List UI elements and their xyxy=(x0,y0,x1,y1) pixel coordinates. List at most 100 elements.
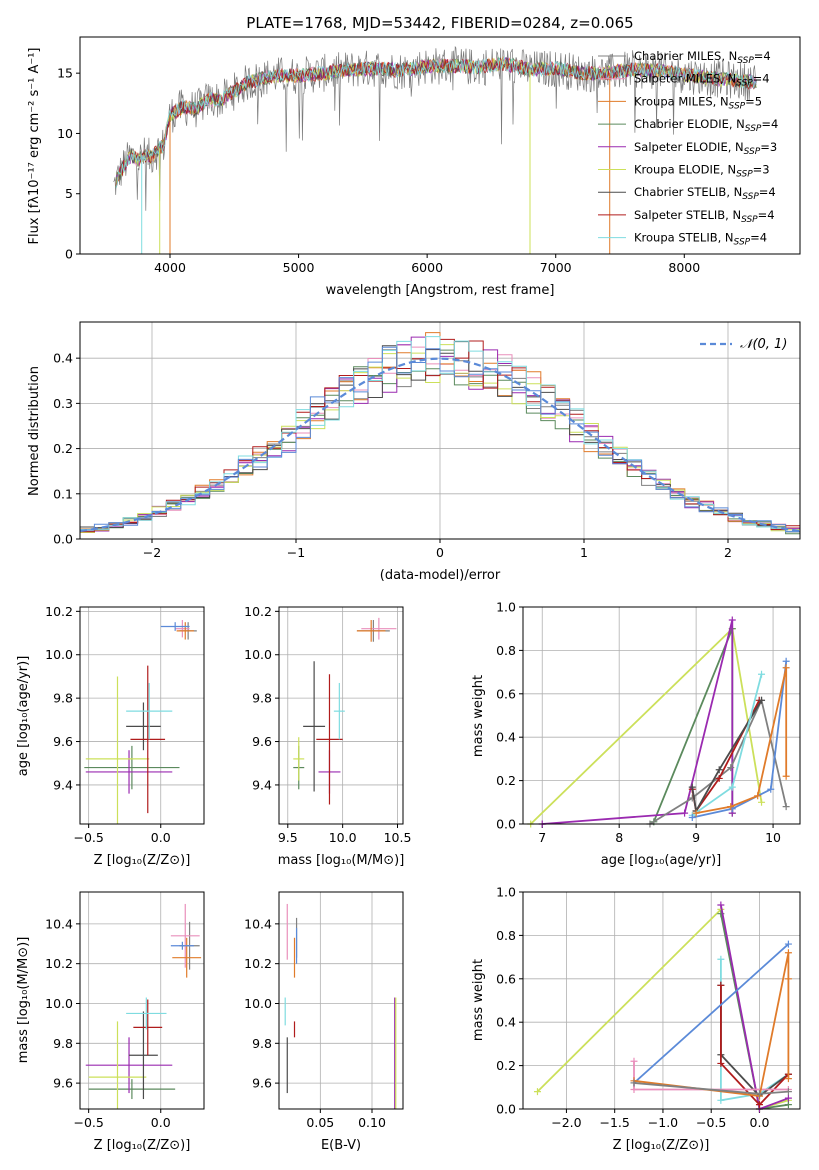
normal-legend-label: 𝒩(0, 1) xyxy=(740,337,787,352)
weight-marker xyxy=(715,766,723,774)
y-tick-label: 9.4 xyxy=(53,777,73,792)
spectrum-legend: Chabrier MILES, NSSP=4 Salpeter MILES, NS… xyxy=(598,49,778,248)
x-tick-label: −2 xyxy=(143,545,161,560)
residuals-ylabel: Normed distribution xyxy=(27,366,42,496)
spectrum-title: PLATE=1768, MJD=53442, FIBERID=0284, z=0… xyxy=(246,14,633,32)
y-tick-label: 9.8 xyxy=(53,691,73,706)
y-tick-label: 10 xyxy=(57,126,73,141)
y-tick-label: 0.6 xyxy=(496,686,516,701)
histogram-blue xyxy=(80,346,800,534)
spectrum-axes-frame xyxy=(79,36,801,255)
y-tick-label: 0.2 xyxy=(496,1058,516,1073)
y-tick-label: 0.1 xyxy=(53,486,73,501)
weight-marker xyxy=(727,803,735,811)
y-tick-label: 10.0 xyxy=(244,996,272,1011)
weight-marker xyxy=(692,809,700,817)
weight-marker xyxy=(784,940,792,948)
z-age-panel: −0.5 0.0 9.4 9.6 9.8 10.0 10.2 Z [log₁₀(Z/Z⊙)]… xyxy=(16,604,205,868)
spectrum-ylabel: Flux [fλ10⁻¹⁷ erg cm⁻² s⁻¹ A⁻¹] xyxy=(27,48,42,245)
x-tick-label: 6000 xyxy=(411,260,443,275)
x-tick-label: 10 xyxy=(765,830,781,845)
y-tick-label: 0.0 xyxy=(496,817,516,832)
z-mass-xlabel: Z [log₁₀(Z/Z⊙)] xyxy=(94,1138,191,1153)
weight-marker xyxy=(688,783,696,791)
panel-Z-mass-axes: −0.5 0.0 9.6 9.8 10.0 10.2 10.4 xyxy=(45,892,204,1130)
x-tick-label: −0.5 xyxy=(73,830,103,845)
z-weight-ylabel: mass weight xyxy=(471,959,486,1041)
age-weight-ylabel: mass weight xyxy=(471,675,486,757)
legend-label: Chabrier MILES, NSSP=4 xyxy=(634,49,771,66)
x-tick-label: −1.5 xyxy=(600,1115,630,1130)
y-tick-label: 0.0 xyxy=(53,532,73,547)
weight-marker xyxy=(727,764,735,772)
y-tick-label: 9.6 xyxy=(53,734,73,749)
panel-Z-age-axes: −0.5 0.0 9.4 9.6 9.8 10.0 10.2 xyxy=(45,604,204,845)
x-tick-label: 0.10 xyxy=(358,1115,386,1130)
weight-marker xyxy=(717,1059,725,1067)
z-mass-ylabel: mass [log₁₀(M/M⊙)] xyxy=(16,937,31,1064)
ebv-mass-axes-frame xyxy=(278,891,404,1110)
x-tick-label: 7 xyxy=(538,830,546,845)
weight-marker xyxy=(755,1090,763,1098)
x-tick-label: 0.0 xyxy=(750,1115,770,1130)
weight-marker xyxy=(630,1057,638,1065)
ebv-mass-panel: 0.05 0.10 9.6 9.8 10.0 10.2 10.4 E(B-V) xyxy=(244,891,404,1153)
z-mass-panel: −0.5 0.0 9.6 9.8 10.0 10.2 10.4 Z [log₁₀(Z/Z⊙)… xyxy=(16,891,205,1153)
weight-marker xyxy=(784,1088,792,1096)
legend-label: Chabrier STELIB, NSSP=4 xyxy=(634,185,776,202)
histograms xyxy=(80,332,800,536)
normal-curve xyxy=(80,357,800,533)
weight-marker xyxy=(717,955,725,963)
y-tick-label: 10.2 xyxy=(244,956,272,971)
residuals-panel: −2 −1 0 1 2 0.0 0.1 0.2 0.3 0.4 (data-model)/erro… xyxy=(27,321,801,583)
y-tick-label: 9.8 xyxy=(252,691,272,706)
mass-age-xlabel: mass [log₁₀(M/M⊙)] xyxy=(278,853,405,868)
weight-marker xyxy=(754,792,762,800)
spectrum-panel: PLATE=1768, MJD=53442, FIBERID=0284, z=0… xyxy=(27,14,801,298)
x-tick-label: 9 xyxy=(692,830,700,845)
y-tick-label: 15 xyxy=(57,66,73,81)
y-tick-label: 5 xyxy=(65,186,73,201)
z-age-xlabel: Z [log₁₀(Z/Z⊙)] xyxy=(94,853,191,868)
y-tick-label: 0.2 xyxy=(496,773,516,788)
y-tick-label: 0 xyxy=(65,247,73,262)
y-tick-label: 9.8 xyxy=(53,1036,73,1051)
weight-marker xyxy=(758,696,766,704)
y-tick-label: 1.0 xyxy=(496,885,516,900)
weight-line-kroupa-elodie xyxy=(530,626,763,825)
y-tick-label: 0.0 xyxy=(496,1102,516,1117)
weight-marker xyxy=(630,1079,638,1087)
panel-ebv-mass-axes: 0.05 0.10 9.6 9.8 10.0 10.2 10.4 xyxy=(244,892,403,1130)
z-weight-axes-frame xyxy=(522,891,801,1110)
legend-label: Kroupa MILES, NSSP=5 xyxy=(634,94,762,111)
weight-marker xyxy=(717,981,725,989)
x-tick-label: −1.0 xyxy=(648,1115,678,1130)
y-tick-label: 10.2 xyxy=(45,956,73,971)
age-weight-axes-frame xyxy=(522,606,801,825)
x-tick-label: 0.0 xyxy=(151,830,171,845)
x-tick-label: 7000 xyxy=(540,260,572,275)
legend-label: Kroupa STELIB, NSSP=4 xyxy=(634,231,767,248)
legend-label: Salpeter STELIB, NSSP=4 xyxy=(634,208,775,225)
panel-age-weight-axes: 7 8 9 10 0.0 0.2 0.4 0.6 0.8 1.0 xyxy=(496,600,800,845)
y-tick-label: 0.4 xyxy=(53,351,73,366)
age-weight-panel: 7 8 9 10 0.0 0.2 0.4 0.6 0.8 1.0 age [log₁₀(age/y… xyxy=(471,600,801,868)
weight-marker xyxy=(782,803,790,811)
histogram-kroupa-stelib xyxy=(80,336,800,533)
mass-age-points xyxy=(293,617,397,805)
ebv-mass-xlabel: E(B-V) xyxy=(321,1138,361,1153)
weight-line-chabrier-stelib xyxy=(691,699,763,814)
y-tick-label: 10.0 xyxy=(45,996,73,1011)
panel-spectrum-axes: 4000 5000 6000 7000 8000 0 5 10 15 xyxy=(57,66,700,275)
weight-marker xyxy=(715,774,723,782)
spectrum-lines xyxy=(113,45,757,254)
y-tick-label: 10.4 xyxy=(45,916,73,931)
y-tick-label: 0.3 xyxy=(53,396,73,411)
y-tick-label: 10.4 xyxy=(244,916,272,931)
weight-marker xyxy=(755,1101,763,1109)
y-tick-label: 9.8 xyxy=(252,1036,272,1051)
Z-age-points xyxy=(84,620,197,824)
x-tick-label: 9.5 xyxy=(278,830,298,845)
y-tick-label: 1.0 xyxy=(496,600,516,615)
weight-marker xyxy=(758,798,766,806)
